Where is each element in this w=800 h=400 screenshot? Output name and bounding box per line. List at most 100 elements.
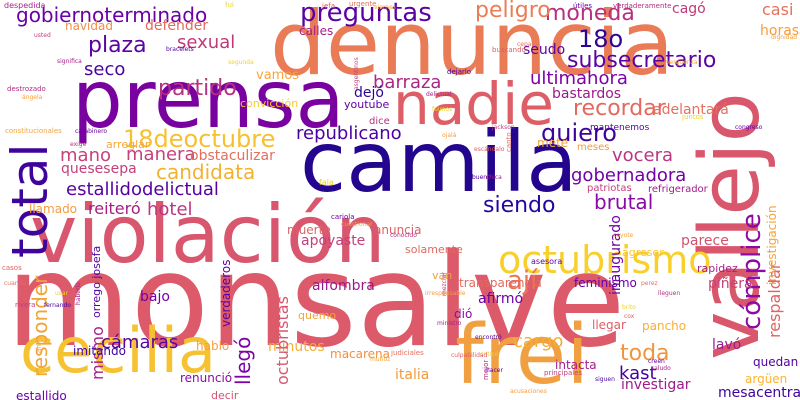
word-cagó: cagó xyxy=(672,1,706,17)
word-pancho: pancho xyxy=(642,319,687,333)
word-van: van xyxy=(432,269,453,282)
word-cámaras: cámaras xyxy=(101,332,179,353)
word-mano: mano xyxy=(60,145,111,166)
word-nadie: nadie xyxy=(393,70,554,138)
word-small-cox: cox xyxy=(624,313,635,320)
word-responder: responder xyxy=(28,275,52,377)
word-gobiernoterminado: gobiernoterminado xyxy=(16,3,208,27)
word-apoyaste: apoyaste xyxy=(301,233,366,249)
word-small-ojalá: ojalá xyxy=(442,132,457,139)
word-hotel: hotel xyxy=(147,199,193,220)
word-arreglar: arreglar xyxy=(106,138,150,151)
word-obstaculizar: obstaculizar xyxy=(190,148,275,164)
word-investigación: investigación xyxy=(765,205,779,285)
word-kast: kast xyxy=(619,363,657,384)
word-plaza: plaza xyxy=(88,33,147,58)
word-defender: defender xyxy=(145,18,209,34)
word-alfombra: alfombra xyxy=(312,278,375,294)
word-decir: decir xyxy=(211,389,239,400)
word-monsalve: monsalve xyxy=(6,227,626,376)
word-parece: parece xyxy=(681,233,729,249)
word-small-cuestionar: cuestionar xyxy=(341,221,373,228)
word-llegó: llegó xyxy=(231,336,255,385)
word-quesesepa: quesesepa xyxy=(61,161,137,177)
word-cecilia: cecilia xyxy=(20,314,216,387)
word-dejó: dejó xyxy=(354,85,384,101)
word-llamado: llamado xyxy=(29,202,78,216)
word-violación: violación xyxy=(30,188,386,281)
word-small-útiles: útiles xyxy=(573,2,593,10)
word-small-ahí: ahí xyxy=(35,342,43,353)
word-small-destrozado: destrozado xyxy=(7,85,46,93)
word-small-buscando: buscando xyxy=(492,46,526,54)
word-hablo: hablo xyxy=(196,339,230,353)
word-small-haberlo: haberlo xyxy=(75,282,82,305)
word-small-ministro: ministro xyxy=(437,320,462,327)
word-quiero: quiero xyxy=(541,119,617,147)
word-refrigerador: refrigerador xyxy=(648,184,708,195)
word-quemo: quemo xyxy=(298,309,337,322)
word-small-verdaderamente: verdaderamente xyxy=(613,2,672,10)
word-small-usted: usted xyxy=(34,32,51,39)
word-peligro: peligro xyxy=(475,0,551,23)
word-verdaderos: verdaderos xyxy=(219,259,233,327)
word-recordar: recordar xyxy=(573,96,666,121)
word-lavó: lavó xyxy=(712,337,742,353)
word-frei: frei xyxy=(455,308,590,400)
word-small-lleguen: lleguen xyxy=(658,290,681,297)
word-transparencia: transparencia xyxy=(459,276,542,290)
word-horas: horas xyxy=(760,23,800,39)
word-small-cariola: cariola xyxy=(331,213,355,221)
word-small-irresponsable: irresponsable xyxy=(425,290,466,297)
word-mete: mete xyxy=(537,136,569,150)
word-republicano: republicano xyxy=(296,123,402,144)
word-subsecretario: subsecretario xyxy=(567,48,717,73)
word-adelantará: adelantará xyxy=(653,102,729,118)
word-small-juntos: juntos xyxy=(682,113,704,121)
word-18deoctubre: 18deoctubre xyxy=(123,125,276,153)
word-small-chica: chica xyxy=(486,174,502,181)
word-inaugurado: inaugurado xyxy=(608,215,624,295)
word-small-judiciales: judiciales xyxy=(391,349,424,357)
word-barraza: barraza xyxy=(373,72,442,93)
word-mesacentral: mesacentral xyxy=(718,385,800,400)
word-quedan: quedan xyxy=(753,355,799,369)
word-small-creen: creen xyxy=(648,358,665,365)
word-llegar: llegar xyxy=(592,318,626,332)
word-moneda: moneda xyxy=(545,1,635,26)
word-agresor: agresor xyxy=(622,246,664,259)
word-cargo: cargo xyxy=(513,331,564,352)
word-fala: fala xyxy=(319,178,334,187)
word-toda: toda xyxy=(620,341,670,366)
word-small-culpabilidad: culpabilidad xyxy=(451,352,488,359)
word-small-escándalo: escándalo xyxy=(474,146,505,153)
word-small-vergüenza: vergüenza xyxy=(666,59,698,66)
word-small-segunda: segunda xyxy=(228,59,254,66)
word-small-perez: perez xyxy=(641,280,658,287)
word-small-significa: significa xyxy=(57,58,82,65)
word-small-acusaciones: acusaciones xyxy=(510,388,547,395)
word-preguntas: preguntas xyxy=(300,0,432,28)
word-small-dejarlo: dejarlo xyxy=(447,68,472,76)
word-anuncia: anuncia xyxy=(374,223,422,237)
word-small-viernes: viernes xyxy=(374,4,396,11)
word-mantenemos: mantenemos xyxy=(590,123,650,133)
word-macarena: macarena xyxy=(330,347,391,361)
word-total: total xyxy=(1,143,59,258)
word-small-mejor: mejor xyxy=(482,359,490,380)
word-orrego-josefa: orrego josefa xyxy=(90,245,103,318)
word-small-bracelets: bracelets xyxy=(166,46,194,53)
word-small-casos: casos xyxy=(2,264,22,272)
word-small-carabinero: carabinero xyxy=(75,128,108,135)
word-small-congreso: congreso xyxy=(735,124,763,131)
word-small-muñoz: muñoz xyxy=(370,356,391,363)
word-small-fernando: fernando xyxy=(44,302,71,309)
word-estallidodelictual: estallidodelictual xyxy=(66,179,219,200)
word-estallido: estallido xyxy=(16,389,67,400)
word-vamos: vamos xyxy=(256,68,300,83)
word-argüen: argüen xyxy=(745,372,788,386)
word-small-exige: exige xyxy=(70,141,87,148)
word-small-rivera: rivera xyxy=(15,301,36,309)
word-small-delictual: delictual xyxy=(426,91,452,98)
